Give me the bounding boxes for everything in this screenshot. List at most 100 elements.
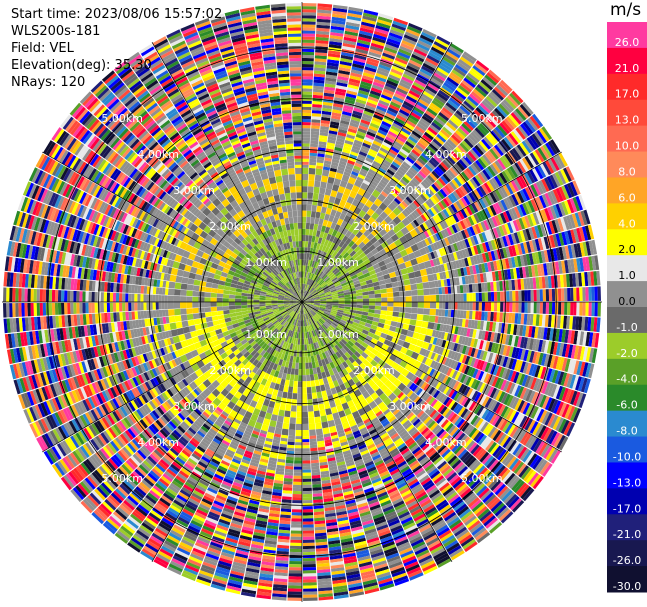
velocity-gate — [302, 423, 309, 431]
velocity-gate — [33, 303, 37, 317]
velocity-gate — [525, 362, 532, 375]
velocity-gate — [508, 458, 520, 471]
velocity-gate — [152, 310, 157, 318]
velocity-gate — [338, 332, 345, 339]
velocity-gate — [421, 356, 428, 364]
velocity-gate — [537, 326, 542, 339]
velocity-gate — [320, 325, 325, 332]
velocity-gate — [503, 393, 511, 406]
velocity-gate — [288, 570, 302, 574]
velocity-gate — [437, 382, 445, 392]
velocity-gate — [522, 488, 535, 502]
velocity-gate — [155, 310, 160, 318]
velocity-gate — [452, 524, 466, 535]
velocity-gate — [318, 326, 324, 333]
velocity-gate — [372, 317, 380, 323]
velocity-gate — [461, 470, 473, 481]
velocity-gate — [326, 318, 333, 324]
velocity-gate — [407, 478, 419, 487]
velocity-gate — [291, 524, 302, 528]
velocity-gate — [164, 309, 169, 317]
velocity-gate — [452, 361, 459, 370]
velocity-gate — [585, 302, 589, 316]
velocity-gate — [513, 371, 520, 384]
velocity-gate — [167, 288, 175, 296]
velocity-gate — [396, 365, 405, 374]
velocity-gate — [294, 463, 302, 467]
velocity-gate — [439, 482, 450, 492]
velocity-gate — [415, 469, 426, 479]
velocity-gate — [473, 358, 479, 369]
velocity-gate — [359, 370, 368, 378]
velocity-gate — [325, 319, 332, 325]
velocity-gate — [302, 539, 315, 543]
velocity-gate — [482, 438, 493, 450]
velocity-gate — [514, 335, 519, 347]
velocity-gate — [294, 460, 302, 464]
velocity-gate — [457, 302, 461, 310]
velocity-gate — [122, 302, 126, 312]
velocity-gate — [408, 441, 418, 450]
velocity-gate — [442, 302, 446, 309]
velocity-gate — [579, 331, 585, 346]
velocity-gate — [463, 365, 470, 375]
velocity-gate — [465, 440, 476, 451]
velocity-gate — [302, 417, 309, 424]
velocity-gate — [438, 355, 445, 364]
velocity-gate — [529, 454, 540, 468]
velocity-gate — [362, 302, 370, 306]
velocity-gate — [281, 428, 289, 436]
velocity-gate — [363, 366, 371, 375]
velocity-gate — [355, 329, 362, 336]
velocity-gate — [500, 302, 504, 312]
velocity-gate — [364, 420, 373, 427]
velocity-gate — [410, 404, 418, 412]
velocity-gate — [428, 468, 439, 477]
velocity-gate — [457, 372, 464, 382]
velocity-gate — [404, 437, 414, 445]
velocity-gate — [507, 369, 514, 382]
velocity-gate — [339, 321, 346, 327]
velocity-gate — [324, 310, 331, 315]
velocity-gate — [294, 368, 299, 376]
velocity-gate — [551, 302, 556, 315]
velocity-gate — [370, 392, 379, 401]
velocity-gate — [496, 485, 509, 498]
velocity-gate — [419, 347, 428, 357]
velocity-gate — [85, 291, 89, 302]
velocity-gate — [332, 353, 339, 360]
velocity-gate — [450, 351, 456, 360]
velocity-gate — [474, 483, 486, 495]
velocity-gate — [452, 478, 464, 489]
velocity-gate — [438, 339, 444, 347]
velocity-gate — [48, 289, 53, 302]
velocity-gate — [293, 475, 302, 479]
velocity-gate — [482, 423, 492, 434]
velocity-gate — [540, 366, 547, 380]
velocity-gate — [461, 318, 466, 328]
velocity-gate — [386, 358, 395, 367]
velocity-gate — [576, 302, 580, 316]
velocity-gate — [544, 382, 552, 396]
velocity-gate — [344, 304, 351, 307]
velocity-gate — [61, 290, 65, 302]
velocity-gate — [449, 457, 460, 467]
velocity-gate — [460, 451, 470, 462]
velocity-gate — [453, 343, 459, 352]
velocity-gate — [527, 419, 536, 433]
velocity-gate — [469, 367, 476, 378]
velocity-gate — [494, 447, 505, 459]
velocity-gate — [453, 392, 461, 402]
velocity-gate — [337, 323, 345, 329]
velocity-gate — [570, 345, 577, 359]
velocity-gate — [450, 521, 464, 532]
velocity-gate — [447, 424, 457, 435]
velocity-gate — [292, 387, 298, 394]
velocity-gate — [498, 509, 512, 522]
velocity-gate — [440, 365, 447, 374]
velocity-gate — [398, 312, 406, 318]
velocity-gate — [553, 385, 561, 399]
velocity-gate — [476, 485, 488, 497]
velocity-gate — [143, 302, 147, 311]
velocity-gate — [169, 322, 177, 330]
